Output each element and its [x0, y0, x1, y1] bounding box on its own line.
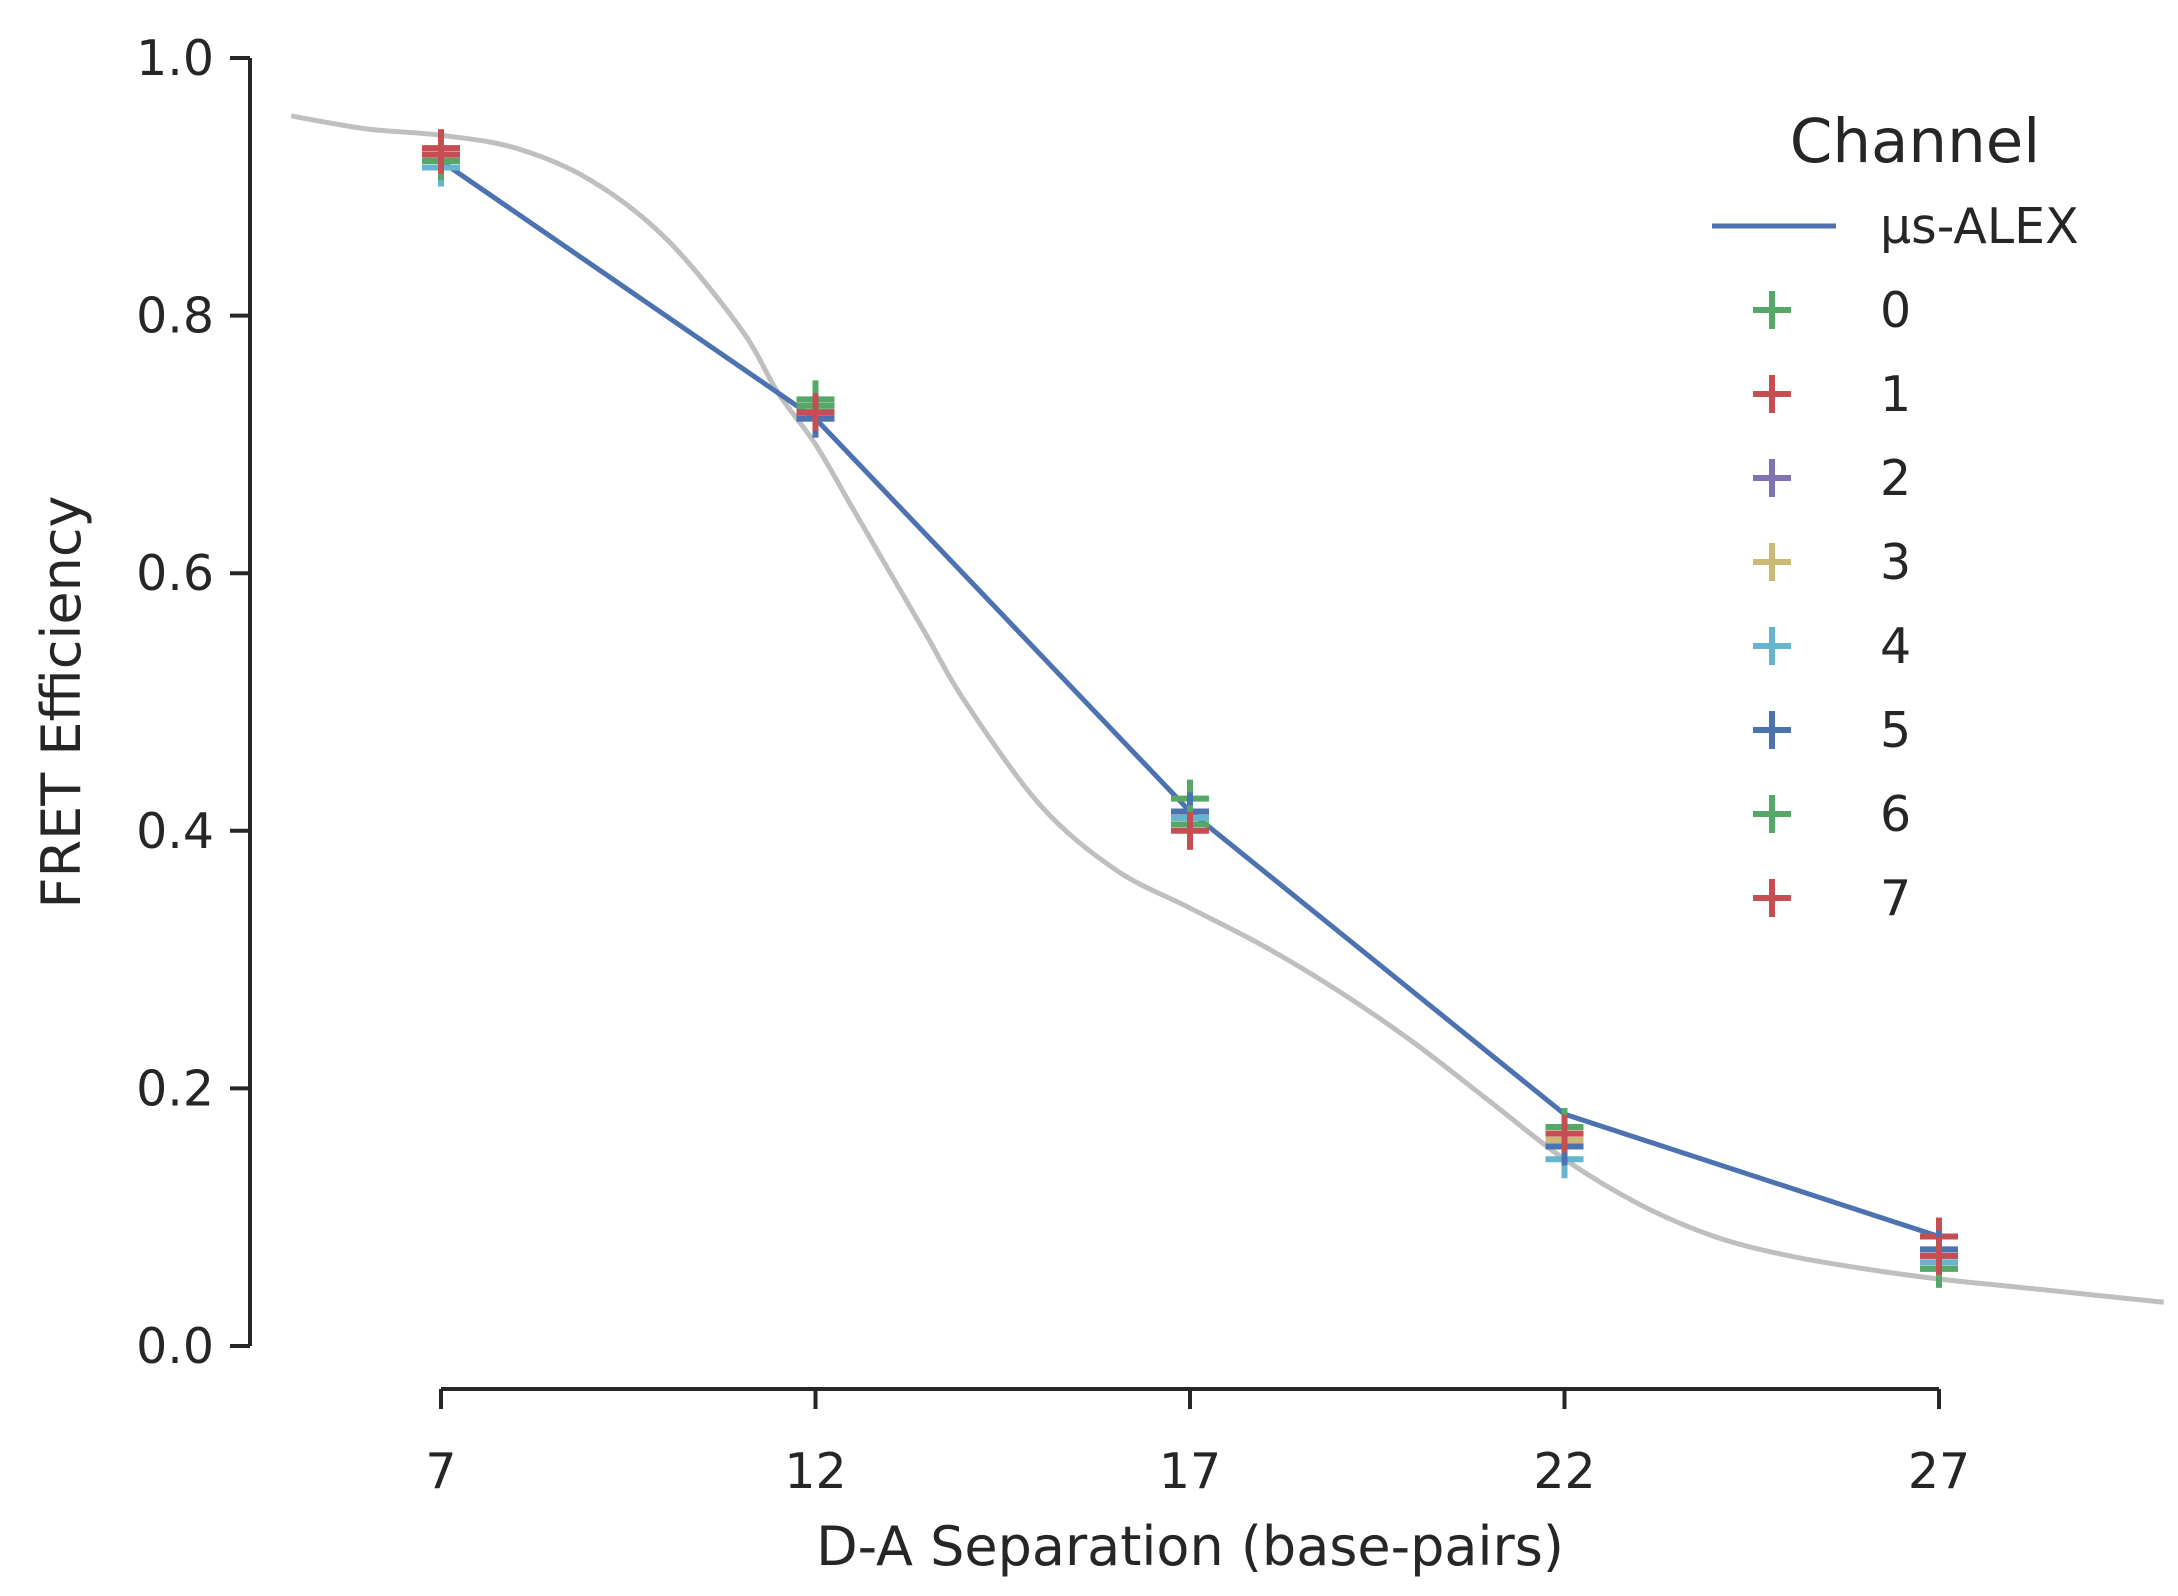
legend-entry-channel-2: 2 [1753, 450, 1911, 507]
legend-marker-swatch [1753, 879, 1791, 917]
legend-marker-swatch [1753, 375, 1791, 413]
legend-title: Channel [1790, 106, 2040, 177]
model-curve [290, 113, 2164, 1305]
data-point-channel-7 [422, 135, 460, 174]
legend-label: μs-ALEX [1880, 198, 2079, 255]
x-axis: 7 12 17 22 27 D-A Separation (base-pairs) [425, 1387, 1970, 1578]
legend-entry-channel-1: 1 [1753, 366, 1911, 423]
legend: Channel μs-ALEX 0 1 2 3 4 5 6 7 [1712, 106, 2079, 927]
data-point-channel-7 [1171, 811, 1209, 850]
x-tick-label: 7 [425, 1443, 456, 1500]
legend-entry-channel-7: 7 [1753, 870, 1911, 927]
legend-marker-swatch [1753, 459, 1791, 497]
legend-marker-swatch [1753, 711, 1791, 749]
y-axis-label: FRET Efficiency [30, 496, 93, 909]
data-point-channel-7 [796, 393, 835, 432]
y-tick-label: 0.6 [136, 545, 214, 602]
y-tick-label: 0.2 [136, 1060, 214, 1117]
legend-label: 6 [1880, 786, 1911, 843]
legend-marker-swatch [1753, 543, 1791, 581]
legend-entry-channel-6: 6 [1753, 786, 1911, 843]
legend-entry-alex: μs-ALEX [1712, 198, 2079, 255]
legend-entry-channel-0: 0 [1753, 282, 1911, 339]
legend-label: 0 [1880, 282, 1911, 339]
legend-marker-swatch [1753, 795, 1791, 833]
legend-marker-swatch [1753, 291, 1791, 329]
x-tick-label: 27 [1908, 1443, 1970, 1500]
legend-label: 2 [1880, 450, 1911, 507]
legend-label: 5 [1880, 702, 1911, 759]
x-tick-label: 17 [1159, 1443, 1221, 1500]
y-tick-label: 0.4 [136, 803, 214, 860]
legend-marker-swatch [1753, 627, 1791, 665]
y-tick-label: 1.0 [136, 30, 214, 87]
data-point-channel-7 [1545, 1114, 1584, 1153]
legend-label: 1 [1880, 366, 1911, 423]
y-tick-label: 0.0 [136, 1318, 214, 1375]
legend-entry-channel-4: 4 [1753, 618, 1911, 675]
plot-area [290, 113, 2164, 1305]
y-tick-label: 0.8 [136, 288, 214, 345]
legend-label: 4 [1880, 618, 1911, 675]
legend-label: 3 [1880, 534, 1911, 591]
x-axis-label: D-A Separation (base-pairs) [816, 1515, 1564, 1578]
legend-entry-channel-3: 3 [1753, 534, 1911, 591]
legend-label: 7 [1880, 870, 1911, 927]
x-tick-label: 22 [1533, 1443, 1595, 1500]
alex-series-line [439, 158, 1940, 1239]
legend-entry-channel-5: 5 [1753, 702, 1911, 759]
y-axis: 0.0 0.2 0.4 0.6 0.8 1.0 FRET Efficiency [30, 30, 252, 1375]
data-point-channel-7 [1920, 1236, 1958, 1275]
x-tick-label: 12 [784, 1443, 846, 1500]
